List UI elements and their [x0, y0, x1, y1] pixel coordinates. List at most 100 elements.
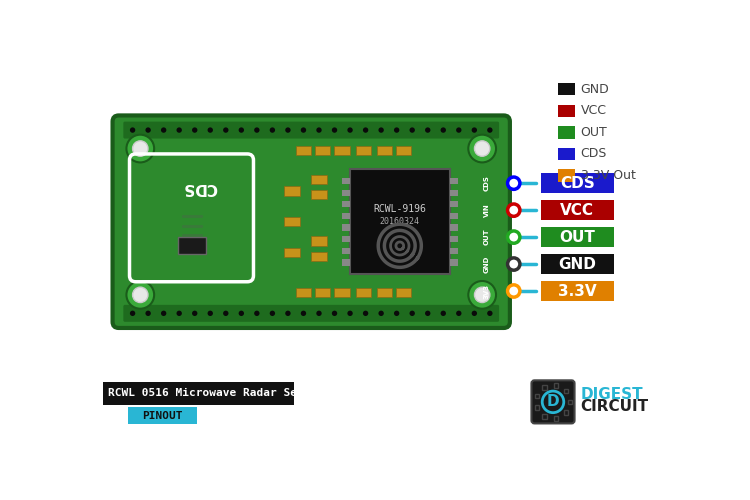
- Circle shape: [285, 128, 290, 133]
- FancyBboxPatch shape: [334, 288, 350, 297]
- FancyBboxPatch shape: [342, 190, 350, 196]
- Circle shape: [508, 285, 520, 297]
- Circle shape: [192, 128, 197, 133]
- Circle shape: [176, 128, 182, 133]
- Circle shape: [394, 310, 399, 316]
- FancyBboxPatch shape: [557, 170, 574, 181]
- Circle shape: [468, 134, 496, 162]
- FancyBboxPatch shape: [315, 288, 331, 297]
- Circle shape: [223, 128, 229, 133]
- Circle shape: [394, 128, 399, 133]
- Circle shape: [301, 310, 306, 316]
- FancyBboxPatch shape: [284, 217, 300, 226]
- Text: RCWL-9196: RCWL-9196: [374, 204, 426, 214]
- Circle shape: [508, 231, 520, 243]
- FancyBboxPatch shape: [342, 248, 350, 254]
- FancyBboxPatch shape: [557, 148, 574, 160]
- FancyBboxPatch shape: [350, 170, 450, 274]
- Text: CIRCUIT: CIRCUIT: [580, 399, 649, 414]
- Text: OUT: OUT: [484, 229, 490, 246]
- Text: VCC: VCC: [560, 202, 594, 218]
- FancyBboxPatch shape: [342, 201, 350, 207]
- FancyBboxPatch shape: [535, 406, 539, 410]
- Circle shape: [379, 310, 384, 316]
- FancyBboxPatch shape: [311, 252, 327, 261]
- Circle shape: [425, 310, 430, 316]
- FancyBboxPatch shape: [334, 146, 350, 156]
- Circle shape: [146, 310, 151, 316]
- FancyBboxPatch shape: [376, 146, 392, 156]
- Circle shape: [208, 310, 213, 316]
- Circle shape: [192, 310, 197, 316]
- FancyBboxPatch shape: [296, 146, 311, 156]
- Circle shape: [238, 128, 244, 133]
- Circle shape: [508, 177, 520, 190]
- Text: CDS: CDS: [484, 176, 490, 191]
- Text: 20160324: 20160324: [380, 217, 420, 226]
- Circle shape: [208, 128, 213, 133]
- FancyBboxPatch shape: [296, 288, 311, 297]
- FancyBboxPatch shape: [557, 83, 574, 96]
- Circle shape: [468, 281, 496, 308]
- Circle shape: [410, 310, 415, 316]
- FancyBboxPatch shape: [356, 146, 371, 156]
- Circle shape: [127, 281, 154, 308]
- Text: PINOUT: PINOUT: [142, 410, 183, 420]
- Circle shape: [146, 128, 151, 133]
- FancyBboxPatch shape: [542, 414, 547, 419]
- Text: CDS: CDS: [182, 180, 217, 194]
- Circle shape: [127, 134, 154, 162]
- Circle shape: [425, 128, 430, 133]
- FancyBboxPatch shape: [541, 200, 614, 220]
- Text: 3.3V Out: 3.3V Out: [580, 169, 635, 182]
- Text: 3V3: 3V3: [484, 284, 490, 298]
- Circle shape: [472, 310, 477, 316]
- Text: GND: GND: [580, 83, 610, 96]
- Circle shape: [472, 128, 477, 133]
- FancyBboxPatch shape: [311, 190, 327, 200]
- Circle shape: [270, 310, 275, 316]
- Circle shape: [456, 128, 461, 133]
- Text: 3.3V: 3.3V: [558, 284, 596, 298]
- Circle shape: [456, 310, 461, 316]
- Circle shape: [475, 141, 490, 156]
- Circle shape: [363, 128, 368, 133]
- Circle shape: [316, 128, 322, 133]
- FancyBboxPatch shape: [112, 116, 510, 328]
- Text: VIN: VIN: [484, 204, 490, 217]
- FancyBboxPatch shape: [342, 213, 350, 219]
- Circle shape: [238, 310, 244, 316]
- FancyBboxPatch shape: [541, 254, 614, 274]
- Circle shape: [488, 128, 493, 133]
- Circle shape: [161, 128, 166, 133]
- Circle shape: [410, 128, 415, 133]
- FancyBboxPatch shape: [450, 178, 458, 184]
- FancyBboxPatch shape: [342, 178, 350, 184]
- Circle shape: [332, 128, 338, 133]
- FancyBboxPatch shape: [123, 305, 499, 322]
- FancyBboxPatch shape: [396, 146, 411, 156]
- Circle shape: [363, 310, 368, 316]
- FancyBboxPatch shape: [450, 260, 458, 266]
- Circle shape: [254, 128, 260, 133]
- Circle shape: [301, 128, 306, 133]
- Circle shape: [440, 310, 446, 316]
- Circle shape: [379, 128, 384, 133]
- Circle shape: [508, 258, 520, 270]
- Circle shape: [475, 287, 490, 302]
- Text: DIGEST: DIGEST: [580, 386, 644, 402]
- FancyBboxPatch shape: [284, 248, 300, 257]
- Circle shape: [316, 310, 322, 316]
- Text: CDS: CDS: [580, 148, 607, 160]
- FancyBboxPatch shape: [311, 174, 327, 184]
- FancyBboxPatch shape: [284, 186, 300, 196]
- FancyBboxPatch shape: [123, 122, 499, 138]
- FancyBboxPatch shape: [554, 416, 558, 421]
- Text: D: D: [547, 394, 560, 409]
- FancyBboxPatch shape: [396, 288, 411, 297]
- Circle shape: [347, 128, 352, 133]
- FancyBboxPatch shape: [450, 201, 458, 207]
- FancyBboxPatch shape: [342, 260, 350, 266]
- Circle shape: [270, 128, 275, 133]
- Circle shape: [130, 310, 135, 316]
